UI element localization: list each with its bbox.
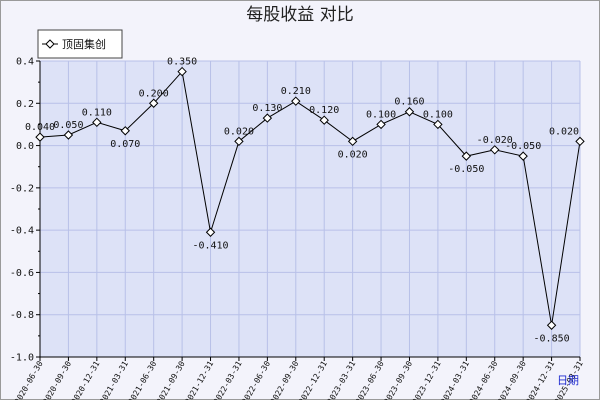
data-point [262,113,273,123]
y-tick-label: 0.2 [16,99,34,110]
x-tick-label: 2022-12-31 [297,359,329,400]
y-tick-label: -0.4 [10,226,34,237]
data-label: 0.130 [252,103,282,114]
x-tick-label: 2024-03-31 [439,359,471,400]
x-axis-title: 日期 [557,374,579,387]
data-label: -0.850 [534,333,570,344]
data-point [205,227,216,237]
data-point [347,136,358,147]
data-point [461,151,472,161]
data-point [518,151,528,161]
x-tick-label: 2022-09-30 [269,359,301,400]
series-line [39,70,581,326]
y-tick-label: -0.8 [10,310,34,321]
data-point [546,320,557,330]
x-tick-label: 2023-09-30 [382,359,414,400]
data-point [177,66,187,77]
x-tick-label: 2024-12-31 [524,359,556,400]
data-point [376,119,386,130]
data-label: -0.020 [477,135,513,146]
x-tick-label: 2021-09-30 [155,359,187,400]
data-label: -0.050 [505,141,541,152]
data-label: 0.050 [53,120,83,131]
data-label: 0.120 [309,105,339,116]
x-tick-label: 2022-06-30 [240,359,272,400]
data-label: 0.020 [338,149,368,160]
data-point [433,119,443,130]
y-tick-label: -0.6 [10,268,34,279]
chart-title: 每股收益 对比 [246,5,353,25]
x-tick-label: 2023-03-31 [325,359,357,400]
legend: 顶固集创 [37,29,123,59]
data-label: 0.110 [82,107,112,118]
x-tick-label: 2023-06-30 [354,359,386,400]
data-point [291,96,301,106]
data-label: 0.040 [25,122,55,133]
data-label: 0.210 [281,86,311,97]
data-label: 0.100 [366,109,396,120]
y-axis-ticks: 0.4 0.2 0.0 -0.2 -0.4 -0.6 -0.8 -1.0 [10,57,40,364]
x-tick-label: 2021-03-31 [98,359,130,400]
data-label: 0.020 [549,126,579,137]
data-label: -0.410 [192,240,228,251]
data-label: 0.350 [167,57,197,68]
x-axis-ticks: 2020-06-302020-09-302020-12-312021-03-31… [13,357,585,400]
data-point [234,136,244,147]
x-tick-label: 2022-03-31 [212,359,244,400]
y-tick-label: -0.2 [10,183,34,194]
x-tick-label: 2021-06-30 [127,359,159,400]
data-point [148,98,159,108]
data-point [92,117,102,128]
data-point [319,115,329,125]
x-tick-label: 2023-12-31 [411,359,443,400]
data-label: 0.200 [139,88,169,99]
data-label: 0.020 [224,126,254,137]
x-tick-label: 2020-09-30 [41,359,73,400]
y-tick-label: 0.4 [16,57,34,68]
data-point [404,107,415,117]
x-tick-label: 2020-06-30 [13,359,45,400]
y-tick-label: 0.0 [16,141,34,152]
x-tick-label: 2024-06-30 [468,359,500,400]
data-point [35,132,45,142]
series-layer [35,66,585,330]
data-point [120,126,130,136]
data-label: -0.050 [448,164,484,175]
x-tick-label: 2024-09-30 [496,359,528,400]
data-label: 0.160 [394,97,424,108]
y-tick-label: -1.0 [10,353,34,364]
x-tick-label: 2021-12-31 [183,359,215,400]
grid [39,60,581,358]
data-label: 0.100 [423,109,453,120]
data-point [575,136,585,147]
data-label: 0.070 [110,139,140,150]
data-point [490,145,500,155]
legend-label: 顶固集创 [62,37,106,51]
legend-diamond-icon [45,39,55,49]
x-tick-label: 2020-12-31 [70,359,102,400]
data-point [63,130,74,140]
